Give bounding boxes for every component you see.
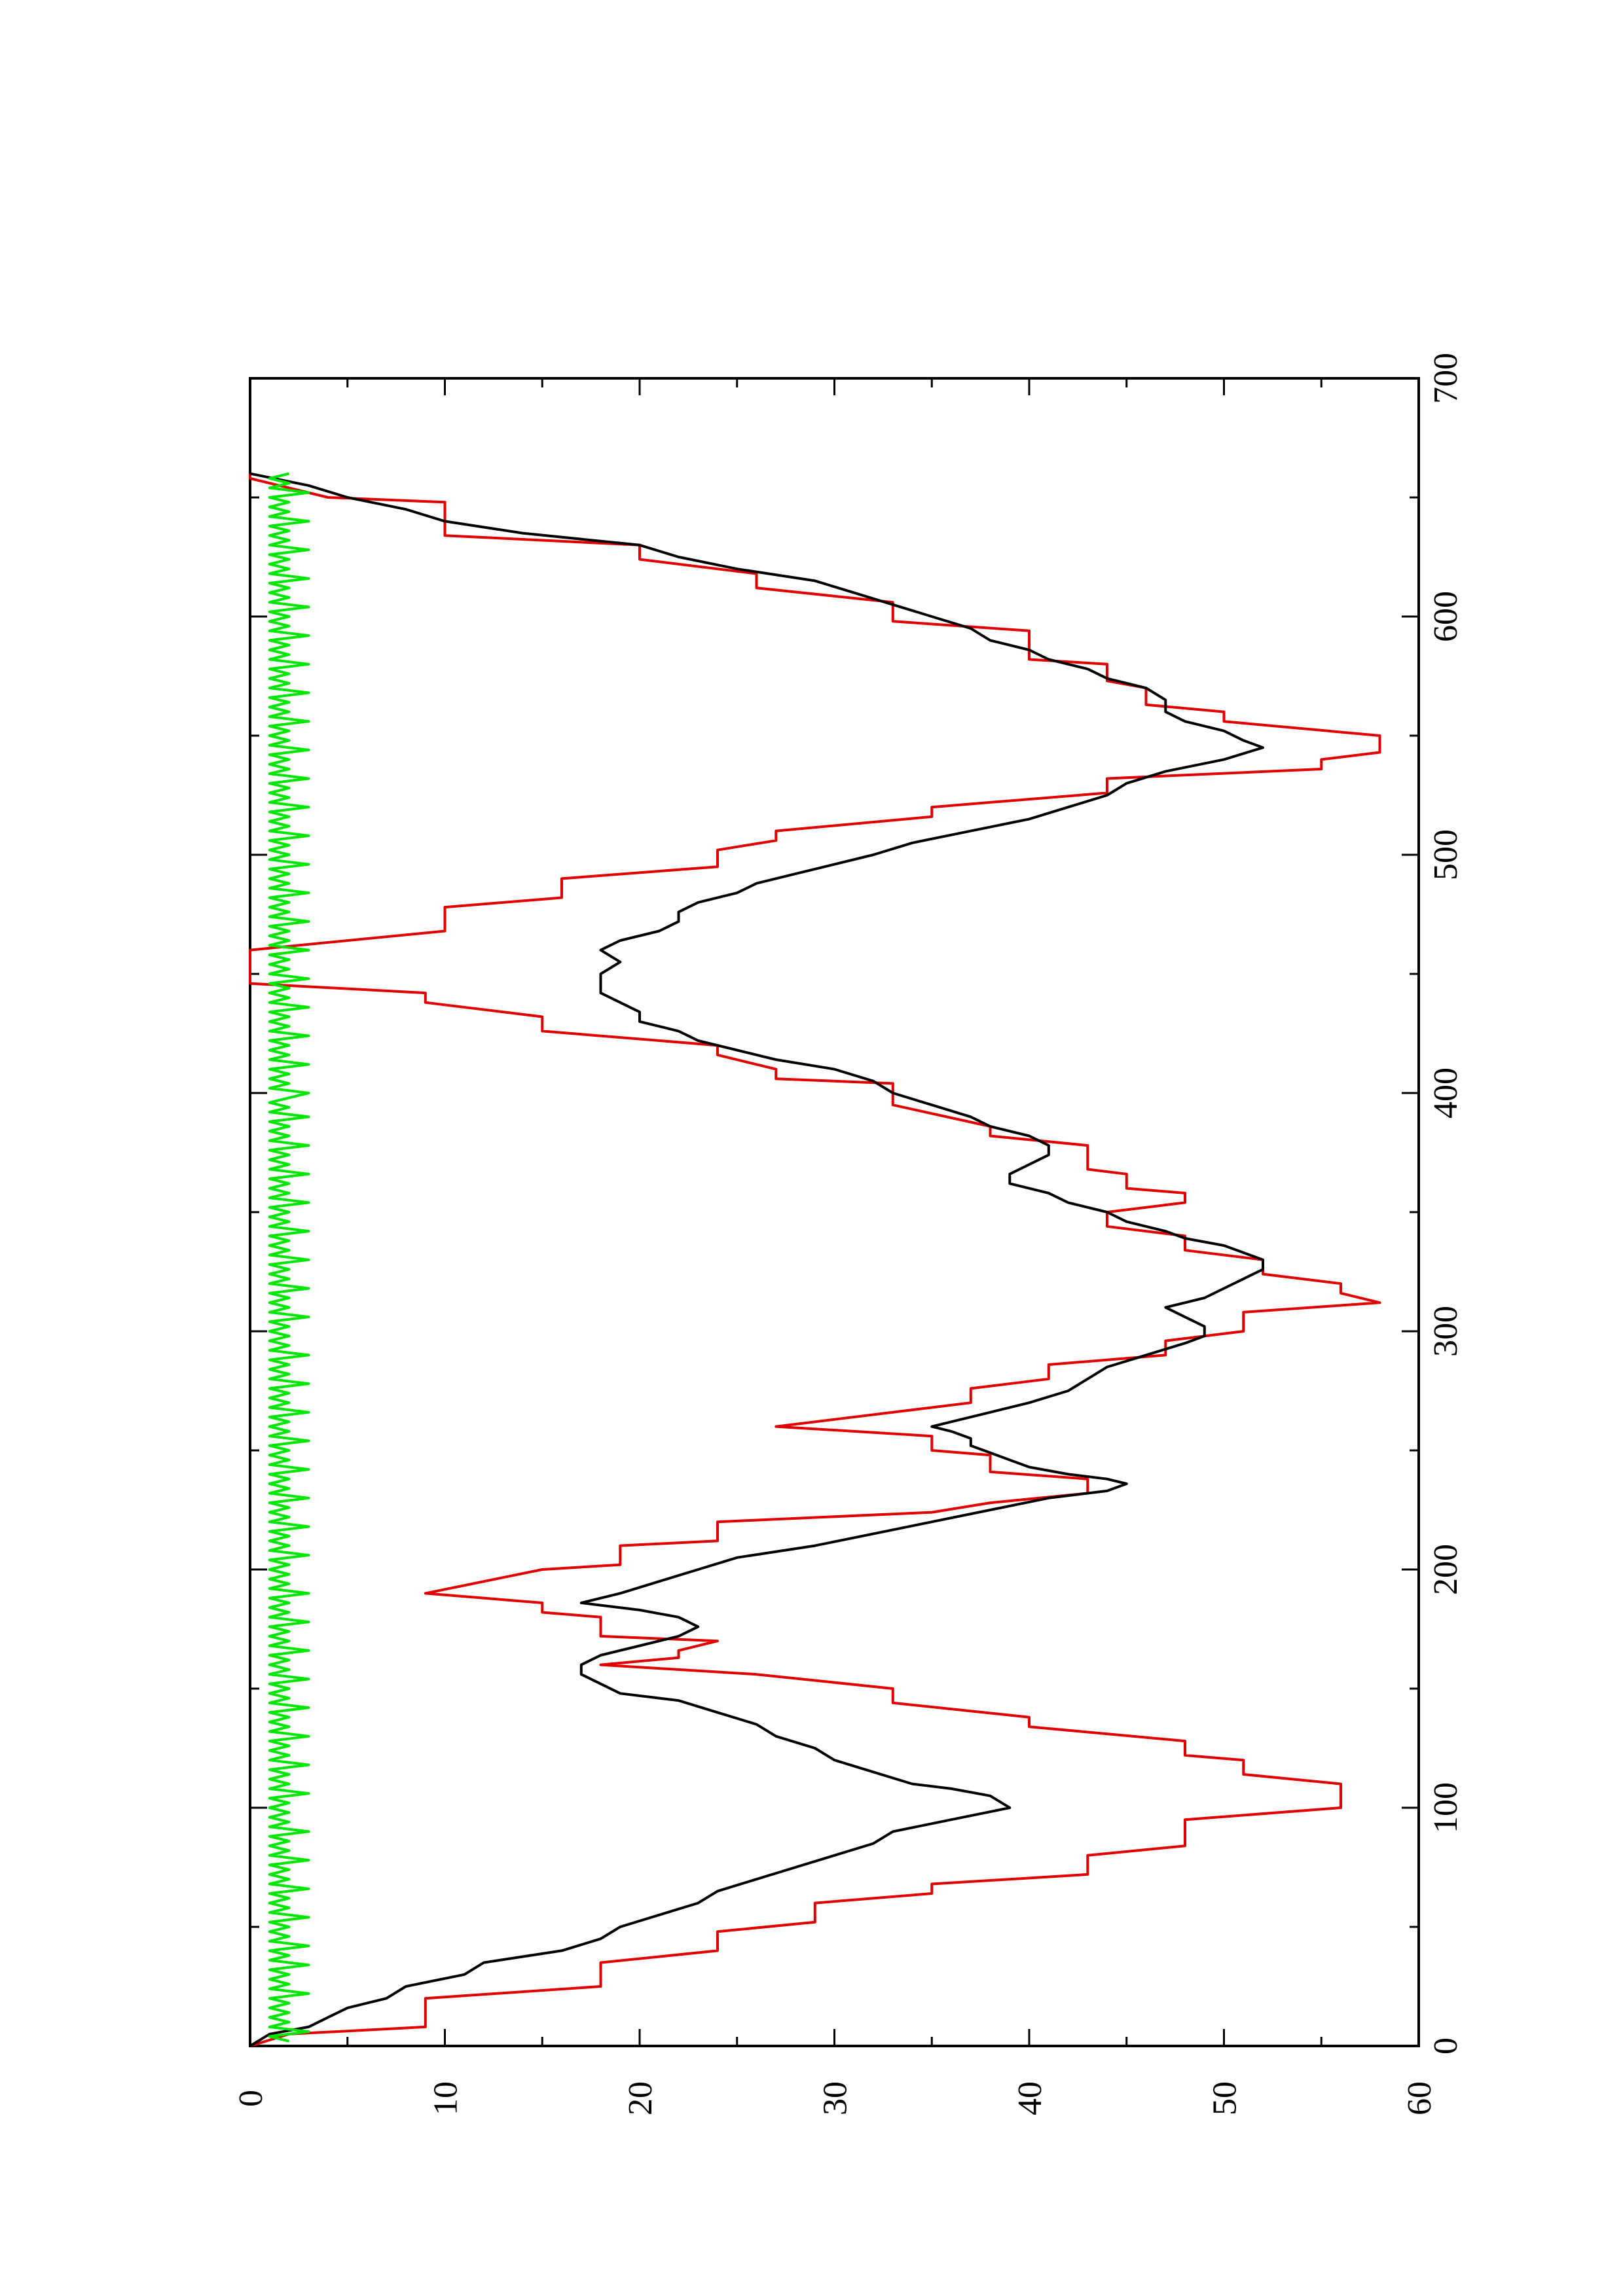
y-tick-label: 60: [1401, 2081, 1438, 2115]
series-line-2: [249, 472, 1264, 2047]
y-tick-label: 0: [232, 2090, 270, 2107]
y-tick-label: 30: [817, 2081, 854, 2115]
x-tick-label: 400: [1427, 1067, 1465, 1119]
series-layer: [249, 472, 1381, 2047]
x-tick-label: 500: [1427, 829, 1465, 880]
x-tick-label: 300: [1427, 1306, 1465, 1357]
x-tick-label: 0: [1427, 2037, 1465, 2054]
x-tick-label: 200: [1427, 1544, 1465, 1595]
y-tick-label: 20: [622, 2081, 659, 2115]
y-tick-label: 10: [428, 2081, 465, 2115]
x-tick-label: 100: [1427, 1782, 1465, 1833]
axis-tick-labels: 0 100 200 300 400 500 600 700 0 10 20 30 40 50 60: [232, 353, 1465, 2115]
x-tick-label: 700: [1427, 353, 1465, 404]
axis-ticks: [249, 377, 1420, 2047]
y-tick-label: 50: [1207, 2081, 1244, 2115]
x-tick-label: 600: [1427, 591, 1465, 642]
plot-frame: [249, 377, 1420, 2047]
y-tick-label: 40: [1012, 2081, 1049, 2115]
series-line-1: [249, 473, 1381, 2047]
series-line-3: [268, 472, 310, 2043]
